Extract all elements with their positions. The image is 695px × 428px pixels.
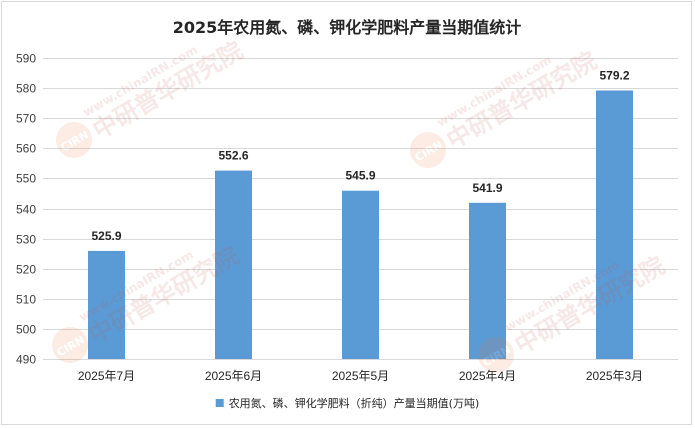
x-category-label: 2025年5月 xyxy=(332,369,389,383)
y-axis-ticks: 490 500 510 520 530 540 550 560 570 580 590 xyxy=(16,52,36,367)
x-category-label: 2025年4月 xyxy=(459,369,516,383)
y-tick-label: 590 xyxy=(16,52,36,66)
cirn-badge-icon xyxy=(478,337,514,373)
data-label: 541.9 xyxy=(472,181,502,195)
cirn-badge-icon xyxy=(52,327,88,363)
data-label: 552.6 xyxy=(218,149,248,163)
y-tick-label: 490 xyxy=(16,353,36,367)
data-label: 525.9 xyxy=(91,229,121,243)
y-tick-label: 550 xyxy=(16,172,36,186)
y-tick-label: 520 xyxy=(16,263,36,277)
x-axis-categories: 2025年7月 2025年6月 2025年5月 2025年4月 2025年3月 xyxy=(78,369,643,383)
x-category-label: 2025年6月 xyxy=(205,369,262,383)
bar xyxy=(596,90,633,359)
gridlines xyxy=(43,58,678,360)
data-label: 545.9 xyxy=(345,169,375,183)
bars xyxy=(88,90,633,359)
bar xyxy=(215,170,252,359)
x-category-label: 2025年7月 xyxy=(78,369,135,383)
legend-label: 农用氮、磷、钾化学肥料（折纯）产量当期值(万吨) xyxy=(229,396,480,410)
chart-title: 2025年农用氮、磷、钾化学肥料产量当期值统计 xyxy=(173,18,522,37)
bar xyxy=(342,190,379,359)
y-tick-label: 570 xyxy=(16,112,36,126)
bar xyxy=(469,202,506,359)
cirn-badge-icon xyxy=(410,132,446,168)
x-category-label: 2025年3月 xyxy=(586,369,643,383)
legend-swatch xyxy=(215,399,224,407)
y-tick-label: 510 xyxy=(16,293,36,307)
legend: 农用氮、磷、钾化学肥料（折纯）产量当期值(万吨) xyxy=(215,396,480,410)
cirn-badge-icon xyxy=(56,122,92,158)
y-tick-label: 500 xyxy=(16,323,36,337)
y-tick-label: 530 xyxy=(16,233,36,247)
bar xyxy=(88,250,125,359)
y-tick-label: 580 xyxy=(16,82,36,96)
data-label: 579.2 xyxy=(599,69,629,83)
y-tick-label: 540 xyxy=(16,203,36,217)
data-labels: 525.9 552.6 545.9 541.9 579.2 xyxy=(91,69,629,243)
y-tick-label: 560 xyxy=(16,142,36,156)
